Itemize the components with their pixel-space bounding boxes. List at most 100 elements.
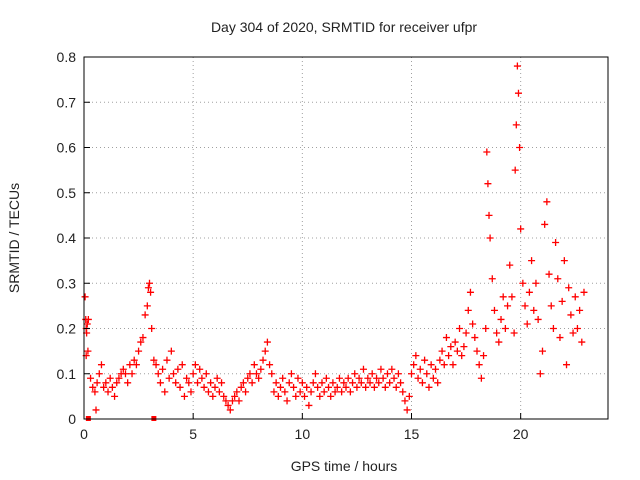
data-point [418, 379, 426, 387]
data-point [375, 379, 383, 387]
data-point [429, 374, 437, 382]
data-point [100, 383, 108, 391]
data-point [416, 365, 424, 373]
data-point [281, 388, 289, 396]
data-point [576, 306, 584, 314]
data-point [196, 365, 204, 373]
data-point [357, 379, 365, 387]
data-point [552, 239, 560, 247]
data-point [174, 365, 182, 373]
data-point [477, 374, 485, 382]
data-point [144, 284, 152, 292]
data-point [283, 397, 291, 405]
x-axis-label: GPS time / hours [291, 458, 398, 474]
data-point [139, 334, 147, 342]
data-point [189, 370, 197, 378]
data-point [128, 370, 136, 378]
data-point [432, 365, 440, 373]
data-point [547, 302, 555, 310]
data-point [381, 383, 389, 391]
data-point [560, 257, 568, 265]
data-point [272, 379, 280, 387]
data-point [331, 388, 339, 396]
data-point [556, 334, 564, 342]
data-point [202, 370, 210, 378]
data-point [425, 383, 433, 391]
data-point [314, 383, 322, 391]
data-point [490, 306, 498, 314]
data-point [246, 370, 254, 378]
data-point [475, 361, 483, 369]
data-point [228, 397, 236, 405]
data-point [392, 383, 400, 391]
data-point [338, 388, 346, 396]
data-point [466, 288, 474, 296]
data-point [508, 293, 516, 301]
data-point [163, 356, 171, 364]
data-point [480, 352, 488, 360]
data-point [87, 374, 95, 382]
data-point [362, 383, 370, 391]
data-point [368, 370, 376, 378]
data-point [516, 144, 524, 151]
data-point [137, 338, 145, 346]
y-tick-label: 0.5 [57, 185, 77, 201]
data-point [394, 370, 402, 378]
data-point [514, 89, 522, 97]
data-point [307, 388, 315, 396]
data-point [255, 374, 263, 382]
data-point [399, 388, 407, 396]
data-point [237, 383, 245, 391]
data-point [539, 347, 546, 355]
data-point [497, 315, 505, 323]
data-point [161, 388, 169, 396]
data-point [486, 234, 494, 242]
data-point [156, 379, 164, 387]
data-point [462, 329, 470, 337]
data-point [573, 325, 581, 332]
data-point [211, 383, 219, 391]
data-point [292, 392, 300, 400]
data-point [449, 361, 457, 369]
data-point [445, 352, 453, 360]
data-point [510, 329, 518, 337]
x-tick-label: 5 [189, 426, 197, 442]
data-point [135, 347, 143, 355]
data-point [213, 374, 221, 382]
x-tick-label: 20 [513, 426, 529, 442]
data-point [565, 284, 573, 292]
data-point [327, 392, 335, 400]
data-point [242, 388, 250, 396]
data-point [364, 374, 372, 382]
data-point [488, 275, 496, 283]
data-point [170, 370, 178, 378]
data-point [187, 388, 195, 396]
data-point [126, 361, 134, 369]
data-point [277, 383, 284, 391]
data-point [456, 325, 464, 332]
data-point [464, 306, 472, 314]
data-point [447, 343, 455, 351]
data-point [204, 388, 212, 396]
data-point [180, 392, 188, 400]
data-point [111, 392, 119, 400]
data-point [200, 383, 208, 391]
data-point [191, 361, 199, 369]
data-point [438, 347, 446, 355]
data-point [270, 388, 278, 396]
data-point [569, 329, 577, 337]
data-point [523, 320, 531, 328]
data-point [543, 198, 551, 206]
data-point [451, 338, 459, 346]
data-point [412, 352, 420, 360]
data-point [440, 361, 448, 369]
data-point [141, 311, 149, 319]
data-point [397, 379, 405, 387]
data-point [194, 379, 202, 387]
y-tick-label: 0.6 [57, 140, 77, 156]
data-point [316, 392, 324, 400]
data-point [124, 379, 132, 387]
data-point [92, 406, 100, 414]
data-point [534, 315, 542, 323]
data-point [493, 329, 501, 337]
